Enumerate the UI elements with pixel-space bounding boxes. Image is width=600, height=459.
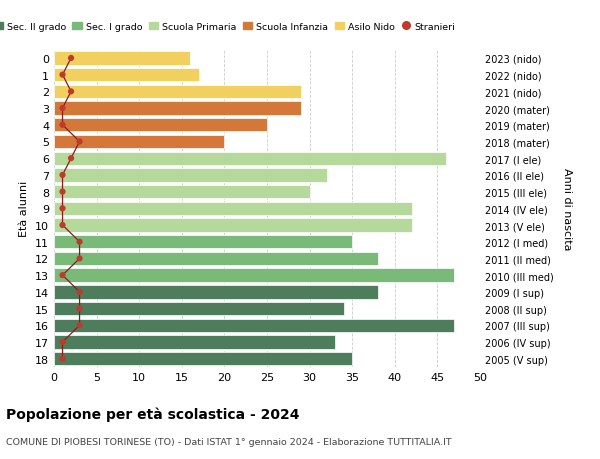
Bar xyxy=(54,119,267,132)
Bar xyxy=(54,252,378,265)
Bar xyxy=(54,269,454,282)
Point xyxy=(75,239,85,246)
Point xyxy=(75,289,85,296)
Y-axis label: Età alunni: Età alunni xyxy=(19,181,29,237)
Point xyxy=(58,122,67,129)
Point xyxy=(58,205,67,213)
Bar xyxy=(54,102,301,116)
Bar xyxy=(54,135,224,149)
Point xyxy=(75,322,85,329)
Point xyxy=(58,105,67,112)
Bar xyxy=(54,185,310,199)
Bar xyxy=(54,169,326,182)
Bar xyxy=(54,152,446,166)
Legend: Sec. II grado, Sec. I grado, Scuola Primaria, Scuola Infanzia, Asilo Nido, Stran: Sec. II grado, Sec. I grado, Scuola Prim… xyxy=(0,19,459,35)
Text: Popolazione per età scolastica - 2024: Popolazione per età scolastica - 2024 xyxy=(6,406,299,421)
Y-axis label: Anni di nascita: Anni di nascita xyxy=(562,168,572,250)
Bar xyxy=(54,219,412,232)
Point xyxy=(75,255,85,263)
Point xyxy=(58,172,67,179)
Point xyxy=(58,339,67,346)
Point xyxy=(75,139,85,146)
Bar xyxy=(54,69,199,82)
Point xyxy=(66,89,76,96)
Point xyxy=(58,189,67,196)
Point xyxy=(58,355,67,363)
Bar xyxy=(54,336,335,349)
Point xyxy=(58,272,67,279)
Point xyxy=(66,55,76,62)
Bar xyxy=(54,85,301,99)
Bar xyxy=(54,235,352,249)
Bar xyxy=(54,302,344,315)
Point xyxy=(75,305,85,313)
Point xyxy=(58,72,67,79)
Bar xyxy=(54,285,378,299)
Text: COMUNE DI PIOBESI TORINESE (TO) - Dati ISTAT 1° gennaio 2024 - Elaborazione TUTT: COMUNE DI PIOBESI TORINESE (TO) - Dati I… xyxy=(6,437,452,446)
Bar xyxy=(54,52,190,66)
Bar xyxy=(54,202,412,216)
Point xyxy=(58,222,67,229)
Bar xyxy=(54,352,352,365)
Bar xyxy=(54,319,454,332)
Point xyxy=(66,155,76,162)
